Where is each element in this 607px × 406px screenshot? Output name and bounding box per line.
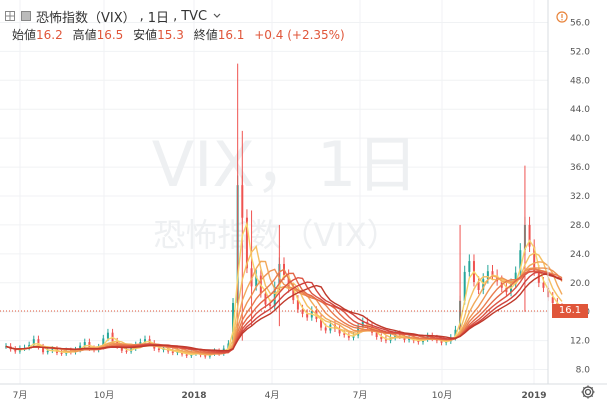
close-value: 16.1 (217, 28, 245, 42)
y-tick-label: 44.0 (570, 105, 590, 115)
candle-body (83, 342, 86, 346)
x-tick-label: 7月 (353, 390, 368, 401)
candle-body (528, 224, 531, 247)
candle-body (301, 309, 304, 314)
candle-body (157, 348, 160, 351)
candle-body (533, 246, 536, 272)
candle-body (375, 332, 378, 337)
change-value: +0.4 (+2.35%) (254, 28, 345, 42)
candle-body (60, 352, 63, 354)
candle-body (482, 279, 485, 290)
candle-body (496, 275, 499, 282)
candle-body (398, 334, 401, 337)
candle-body (245, 217, 248, 269)
x-tick-label: 2019 (521, 391, 546, 401)
candle-body (32, 339, 35, 345)
candle-body (347, 334, 350, 338)
chart-legend: 恐怖指数（VIX） , 1日 , TVC 始値16.2 高値16.5 安値15.… (0, 0, 545, 44)
x-tick-label: 7月 (13, 390, 28, 401)
exchange-label: TVC (181, 8, 208, 24)
candle-body (417, 340, 420, 343)
candle-body (320, 318, 323, 328)
gear-icon[interactable] (580, 384, 596, 400)
candle-body (171, 351, 174, 353)
candle-body (324, 327, 327, 331)
candle-body (120, 346, 123, 351)
y-tick-label: 28.0 (570, 221, 590, 231)
y-tick-label: 52.0 (570, 47, 590, 57)
last-price-label: 16.1 (552, 303, 588, 318)
candle-body (46, 350, 49, 353)
candle-body (106, 332, 109, 339)
x-tick-label: 2018 (181, 391, 206, 401)
y-tick-label: 48.0 (570, 76, 590, 86)
expand-icon[interactable] (4, 10, 16, 22)
chevron-down-icon[interactable] (211, 10, 223, 22)
candle-body (491, 271, 494, 276)
candle-body (551, 297, 554, 304)
x-tick-label: 10月 (432, 390, 452, 401)
candle-body (514, 272, 517, 285)
candle-body (14, 349, 17, 352)
y-tick-label: 32.0 (570, 192, 590, 202)
watermark-title: VIX，1日 (152, 128, 419, 201)
y-tick-label: 40.0 (570, 134, 590, 144)
candle-body (185, 354, 188, 356)
candle-body (380, 337, 383, 340)
y-tick-label: 56.0 (570, 18, 590, 28)
candle-body (144, 339, 146, 343)
x-tick-label: 10月 (94, 390, 114, 401)
symbol-row: 恐怖指数（VIX） , 1日 , TVC (4, 8, 223, 26)
collapse-icon[interactable] (20, 10, 32, 22)
candle-body (306, 313, 309, 318)
watermark-subtitle: 恐怖指数（VIX） (153, 216, 398, 254)
candle-body (384, 339, 387, 341)
open-label: 始値 (12, 28, 37, 42)
alert-icon[interactable] (556, 8, 568, 23)
candle-body (408, 338, 411, 340)
high-value: 16.5 (96, 28, 124, 42)
ribbon-line (5, 270, 563, 354)
candle-body (454, 329, 457, 338)
open-value: 16.2 (36, 28, 63, 42)
candle-body (102, 338, 105, 348)
candle-body (463, 271, 466, 301)
low-label: 安値 (133, 28, 158, 42)
candle-body (296, 300, 299, 310)
interval-label[interactable]: 1日 (147, 10, 170, 26)
separator: , (139, 8, 144, 24)
high-label: 高値 (72, 28, 97, 42)
candle-body (519, 250, 522, 273)
candle-body (269, 304, 272, 306)
candle-body (440, 340, 443, 343)
y-tick-label: 8.0 (576, 366, 591, 376)
candle-body (486, 271, 489, 280)
candle-body (273, 287, 276, 306)
candle-body (542, 282, 545, 288)
y-tick-label: 12.0 (570, 337, 590, 347)
candle-body (42, 347, 45, 353)
separator: , (173, 8, 178, 24)
symbol-name[interactable]: 恐怖指数（VIX） (36, 10, 136, 26)
candle-body (477, 282, 480, 290)
candle-body (204, 355, 207, 357)
candle-body (125, 350, 128, 352)
x-tick-label: 4月 (265, 390, 280, 401)
close-label: 終値 (193, 28, 218, 42)
candle-body (287, 275, 290, 289)
ohlc-row: 始値16.2 高値16.5 安値15.3 終値16.1 +0.4 (+2.35%… (12, 26, 351, 43)
y-tick-label: 24.0 (570, 250, 590, 260)
ribbon-line (5, 273, 563, 352)
y-tick-label: 36.0 (570, 163, 590, 173)
candle-body (338, 329, 341, 334)
candle-body (343, 333, 346, 335)
candle-body (468, 261, 471, 272)
candle-body (79, 345, 82, 351)
low-value: 15.3 (157, 28, 184, 42)
candle-body (255, 275, 258, 287)
y-tick-label: 20.0 (570, 279, 590, 289)
